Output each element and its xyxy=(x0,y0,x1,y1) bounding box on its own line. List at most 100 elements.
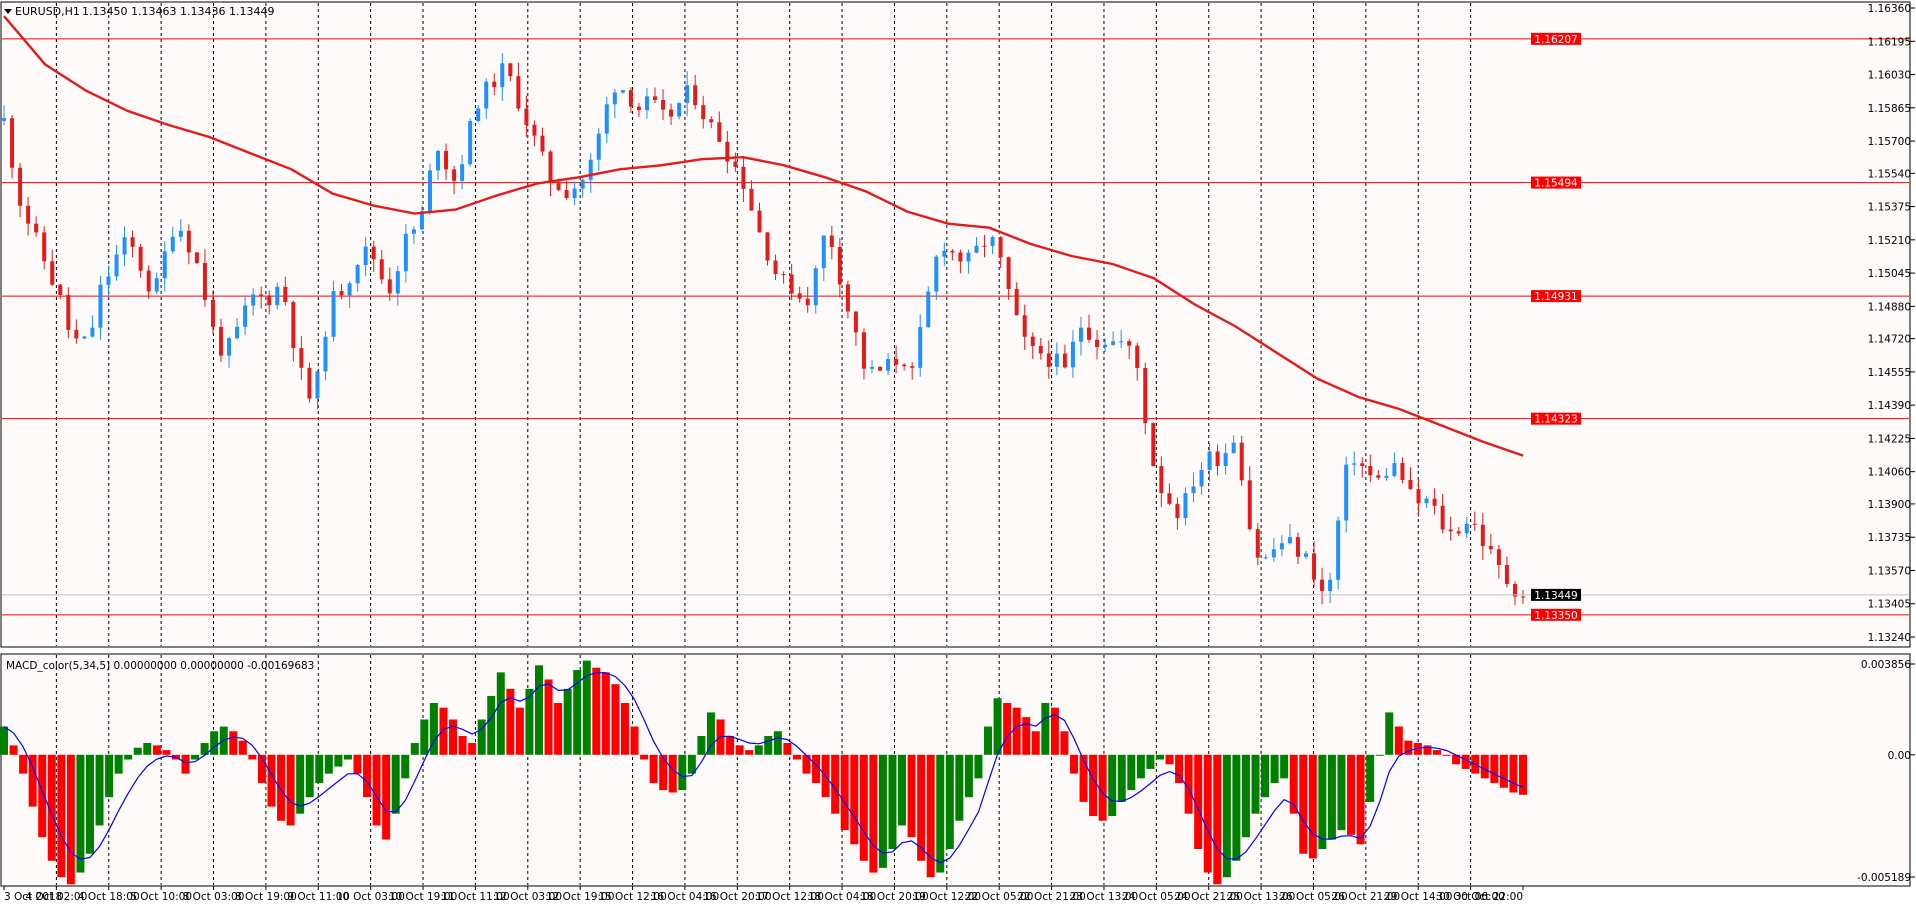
candle-body xyxy=(644,96,649,111)
candle-body xyxy=(789,274,794,294)
price-tick-label: 1.13900 xyxy=(1868,499,1911,511)
level-price-label: 1.13350 xyxy=(1534,610,1577,622)
macd-bar xyxy=(1385,712,1394,755)
macd-bar xyxy=(143,743,152,755)
candle-body xyxy=(773,260,778,275)
time-tick-label: 26 Oct 05:00 xyxy=(1279,891,1347,903)
macd-bar xyxy=(1308,754,1317,859)
price-tick-label: 1.14390 xyxy=(1868,400,1911,412)
level-price-box xyxy=(1531,290,1581,303)
candle-body xyxy=(1504,565,1509,584)
macd-bar xyxy=(47,754,56,861)
candle-body xyxy=(1448,529,1453,532)
candle-body xyxy=(138,246,143,271)
macd-bar xyxy=(487,695,496,755)
macd-bar xyxy=(554,702,563,755)
candle-body xyxy=(122,237,127,255)
candle-body xyxy=(186,230,191,253)
time-tick-label: 29 Oct 14:00 xyxy=(1384,891,1452,903)
candlestick-series xyxy=(2,53,1525,606)
candle-body xyxy=(556,183,561,191)
candle-body xyxy=(34,223,39,233)
macd-bar xyxy=(66,754,75,885)
macd-bar xyxy=(1461,754,1470,769)
candle-body xyxy=(492,81,497,88)
price-axis[interactable]: 1.16360 1.16195 1.16030 1.15865 1.15700 1.155… xyxy=(1531,3,1915,644)
time-tick-label: 11 Oct 11:00 xyxy=(441,891,509,903)
price-tick-label: 1.13405 xyxy=(1868,599,1911,611)
macd-bar xyxy=(458,735,467,755)
current-price-label: 1.13449 xyxy=(1534,590,1577,602)
macd-bar xyxy=(506,688,515,755)
macd-bar xyxy=(1327,754,1336,840)
horizontal-levels[interactable] xyxy=(2,38,1909,616)
macd-signal-line xyxy=(3,672,1524,864)
candle-body xyxy=(1135,345,1140,368)
macd-bar xyxy=(0,726,8,755)
price-tick-label: 1.15210 xyxy=(1868,235,1911,247)
macd-bar xyxy=(468,743,477,755)
candle-body xyxy=(516,76,521,109)
price-tick-label: 1.16360 xyxy=(1868,3,1911,15)
time-tick-label: 4 Oct 18:00 xyxy=(78,891,140,903)
macd-bar xyxy=(1146,754,1155,769)
candle-body xyxy=(797,293,802,299)
macd-bar xyxy=(1347,754,1356,835)
macd-bar xyxy=(1184,754,1193,814)
candle-body xyxy=(1512,583,1517,597)
macd-bar xyxy=(1509,754,1518,793)
candle-body xyxy=(1295,537,1300,557)
candle-body xyxy=(259,294,264,296)
macd-bar xyxy=(267,754,276,807)
macd-bar xyxy=(296,754,305,814)
candle-body xyxy=(484,81,489,109)
collapse-triangle-icon[interactable] xyxy=(4,9,12,14)
macd-bar xyxy=(1012,707,1021,755)
macd-bar xyxy=(726,735,735,755)
candle-body xyxy=(1231,442,1236,453)
macd-bar xyxy=(1194,754,1203,850)
candle-body xyxy=(1046,353,1051,367)
macd-bar xyxy=(1155,754,1164,760)
candle-body xyxy=(1456,531,1461,534)
candle-body xyxy=(685,85,690,103)
macd-bar xyxy=(1031,731,1040,755)
macd-bar xyxy=(1270,754,1279,784)
macd-bar xyxy=(687,754,696,774)
time-tick-label: 22 Oct 21:00 xyxy=(1017,891,1085,903)
candle-body xyxy=(837,246,842,285)
macd-bar xyxy=(1337,754,1346,831)
time-tick-label: 16 Oct 20:00 xyxy=(703,891,771,903)
price-tick-label: 1.15375 xyxy=(1868,202,1911,214)
time-tick-label: 17 Oct 12:00 xyxy=(755,891,823,903)
macd-bar xyxy=(257,754,266,784)
candle-body xyxy=(323,336,328,372)
time-tick-label: 12 Oct 03:00 xyxy=(494,891,562,903)
candle-body xyxy=(765,232,770,261)
macd-bar xyxy=(1098,754,1107,821)
candle-body xyxy=(1087,327,1091,340)
candle-body xyxy=(58,284,63,296)
macd-bar xyxy=(649,754,658,784)
candle-body xyxy=(693,85,698,106)
price-tick-label: 1.13240 xyxy=(1868,632,1911,644)
macd-histogram xyxy=(0,660,1527,885)
macd-bar xyxy=(1232,754,1241,861)
macd-bar xyxy=(200,743,209,755)
macd-bar xyxy=(534,665,543,755)
candle-body xyxy=(170,236,175,252)
level-price-label: 1.14323 xyxy=(1534,414,1577,426)
level-price-box xyxy=(1531,412,1581,425)
candle-body xyxy=(74,329,79,339)
candle-body xyxy=(805,298,810,306)
candle-body xyxy=(612,92,617,105)
candle-body xyxy=(1078,327,1083,342)
candle-body xyxy=(974,245,979,253)
price-panel[interactable] xyxy=(0,1,1911,648)
macd-tick-label: -0.005189 xyxy=(1857,872,1911,884)
candle-body xyxy=(1223,452,1228,466)
macd-title: MACD_color(5,34,5) 0.00000000 0.00000000… xyxy=(6,660,314,672)
candle-body xyxy=(1103,344,1108,348)
candle-body xyxy=(1159,466,1164,494)
